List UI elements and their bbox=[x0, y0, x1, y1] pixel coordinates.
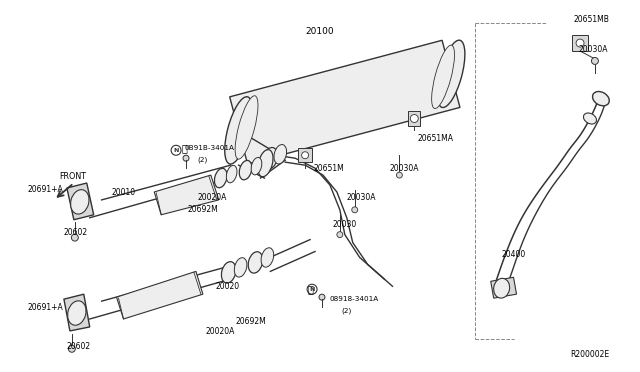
Circle shape bbox=[72, 234, 78, 241]
Polygon shape bbox=[230, 40, 460, 164]
Circle shape bbox=[337, 232, 343, 238]
Circle shape bbox=[576, 39, 584, 47]
Text: 20020A: 20020A bbox=[198, 193, 227, 202]
Ellipse shape bbox=[248, 252, 263, 273]
Text: 20692M: 20692M bbox=[187, 205, 218, 214]
Ellipse shape bbox=[214, 169, 227, 188]
Text: 20010: 20010 bbox=[111, 189, 136, 198]
Text: 08918-3401A: 08918-3401A bbox=[330, 296, 379, 302]
Text: (2): (2) bbox=[342, 308, 352, 314]
Text: 20651MB: 20651MB bbox=[573, 15, 609, 24]
Text: Ⓝ: Ⓝ bbox=[307, 284, 313, 294]
Circle shape bbox=[352, 207, 358, 213]
Circle shape bbox=[307, 284, 317, 294]
Text: 20602: 20602 bbox=[64, 228, 88, 237]
Ellipse shape bbox=[258, 150, 273, 177]
Ellipse shape bbox=[493, 278, 509, 298]
Ellipse shape bbox=[261, 248, 274, 267]
Polygon shape bbox=[116, 271, 203, 319]
Text: 20400: 20400 bbox=[502, 250, 526, 259]
Ellipse shape bbox=[68, 301, 86, 325]
Polygon shape bbox=[67, 183, 93, 220]
Ellipse shape bbox=[239, 160, 252, 180]
Polygon shape bbox=[491, 277, 516, 298]
Polygon shape bbox=[298, 148, 312, 162]
Ellipse shape bbox=[251, 157, 262, 175]
Circle shape bbox=[68, 345, 76, 352]
Ellipse shape bbox=[437, 40, 465, 108]
Ellipse shape bbox=[221, 262, 236, 283]
Polygon shape bbox=[572, 35, 588, 51]
Ellipse shape bbox=[225, 97, 252, 164]
Circle shape bbox=[301, 152, 308, 159]
Text: 20030A: 20030A bbox=[390, 164, 419, 173]
Text: 20030A: 20030A bbox=[347, 193, 376, 202]
Ellipse shape bbox=[274, 145, 287, 164]
Circle shape bbox=[410, 115, 419, 122]
Polygon shape bbox=[408, 110, 420, 126]
Ellipse shape bbox=[234, 258, 247, 277]
Circle shape bbox=[319, 294, 325, 300]
Circle shape bbox=[591, 57, 598, 64]
Text: 20020: 20020 bbox=[216, 282, 240, 291]
Ellipse shape bbox=[227, 166, 237, 183]
Text: 20651M: 20651M bbox=[313, 164, 344, 173]
Text: 20020A: 20020A bbox=[206, 327, 236, 336]
Text: N: N bbox=[309, 287, 315, 292]
Text: 20602: 20602 bbox=[67, 342, 91, 351]
Text: 20692M: 20692M bbox=[236, 317, 266, 327]
Text: 20651MA: 20651MA bbox=[417, 134, 453, 143]
Text: N: N bbox=[173, 148, 179, 153]
Text: 0B91B-3401A: 0B91B-3401A bbox=[184, 145, 234, 151]
Ellipse shape bbox=[70, 190, 89, 214]
Text: (2): (2) bbox=[197, 157, 207, 163]
Text: Ⓝ: Ⓝ bbox=[181, 143, 187, 153]
Circle shape bbox=[171, 145, 181, 155]
Text: FRONT: FRONT bbox=[59, 171, 86, 180]
Text: 20030A: 20030A bbox=[578, 45, 607, 54]
Polygon shape bbox=[154, 175, 219, 215]
Text: 20691+A: 20691+A bbox=[28, 302, 63, 312]
Ellipse shape bbox=[263, 148, 278, 169]
Ellipse shape bbox=[431, 45, 454, 109]
Polygon shape bbox=[64, 294, 90, 331]
Circle shape bbox=[396, 172, 403, 178]
Ellipse shape bbox=[584, 113, 596, 124]
Text: 20100: 20100 bbox=[305, 27, 333, 36]
Text: 20030: 20030 bbox=[333, 220, 357, 229]
Ellipse shape bbox=[593, 92, 609, 106]
Text: R200002E: R200002E bbox=[570, 350, 609, 359]
Ellipse shape bbox=[235, 96, 258, 159]
Circle shape bbox=[183, 155, 189, 161]
Text: 20691+A: 20691+A bbox=[28, 186, 63, 195]
